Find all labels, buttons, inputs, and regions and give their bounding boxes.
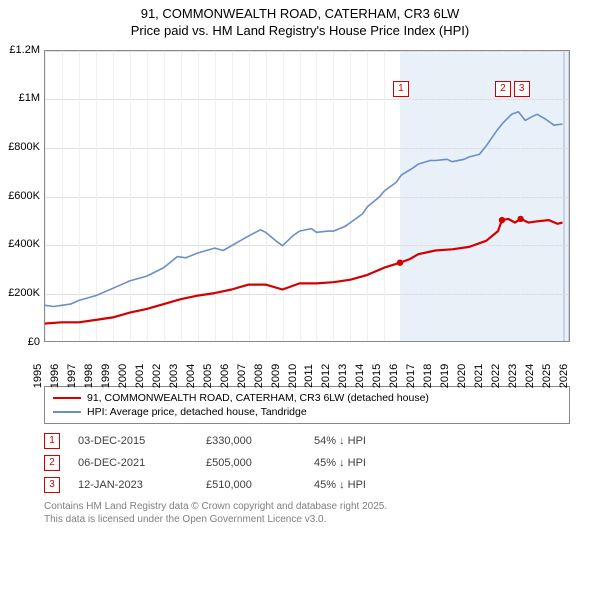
legend-row: 91, COMMONWEALTH ROAD, CATERHAM, CR3 6LW…	[53, 391, 561, 405]
x-tick-label: 2013	[337, 364, 349, 388]
chart-title: 91, COMMONWEALTH ROAD, CATERHAM, CR3 6LW…	[0, 0, 600, 42]
y-tick-label: £1M	[19, 92, 40, 104]
sales-date: 03-DEC-2015	[78, 435, 188, 447]
x-tick-label: 2022	[490, 364, 502, 388]
x-tick-label: 2001	[134, 364, 146, 388]
legend-swatch	[53, 397, 81, 399]
chart-marker: 3	[514, 81, 530, 97]
x-tick-label: 1995	[32, 364, 44, 388]
legend: 91, COMMONWEALTH ROAD, CATERHAM, CR3 6LW…	[44, 386, 570, 424]
sales-row: 2 06-DEC-2021 £505,000 45% ↓ HPI	[44, 452, 570, 474]
x-tick-label: 2026	[558, 364, 570, 388]
sales-marker: 3	[44, 477, 60, 493]
title-line-1: 91, COMMONWEALTH ROAD, CATERHAM, CR3 6LW	[10, 6, 590, 23]
sales-price: £505,000	[206, 457, 296, 469]
x-tick-label: 2024	[524, 364, 536, 388]
sales-row: 1 03-DEC-2015 £330,000 54% ↓ HPI	[44, 430, 570, 452]
sales-price: £330,000	[206, 435, 296, 447]
x-tick-label: 1999	[100, 364, 112, 388]
chart-area: £0 £200K £400K £600K £800K £1M £1.2M 1 23 19951…	[0, 42, 600, 382]
sales-diff: 54% ↓ HPI	[314, 435, 570, 447]
x-tick-label: 2009	[270, 364, 282, 388]
x-tick-label: 1998	[83, 364, 95, 388]
y-axis: £0£200K£400K£600K£800K£1M£1.2M	[0, 42, 44, 342]
sales-table: 1 03-DEC-2015 £330,000 54% ↓ HPI 2 06-DEC-202…	[44, 430, 570, 496]
x-tick-label: 2005	[202, 364, 214, 388]
footer-line-1: Contains HM Land Registry data © Crown c…	[44, 500, 570, 513]
page-root: 91, COMMONWEALTH ROAD, CATERHAM, CR3 6LW…	[0, 0, 600, 526]
legend-label: 91, COMMONWEALTH ROAD, CATERHAM, CR3 6LW…	[87, 392, 429, 404]
sales-row: 3 12-JAN-2023 £510,000 45% ↓ HPI	[44, 474, 570, 496]
title-line-2: Price paid vs. HM Land Registry's House …	[10, 23, 590, 40]
sale-point	[517, 215, 523, 221]
x-tick-label: 2006	[219, 364, 231, 388]
x-tick-label: 2011	[303, 364, 315, 388]
sales-date: 06-DEC-2021	[78, 457, 188, 469]
sales-price: £510,000	[206, 479, 296, 491]
y-tick-label: £0	[28, 336, 40, 348]
x-tick-label: 2016	[388, 364, 400, 388]
sales-marker: 2	[44, 455, 60, 471]
sale-point	[397, 259, 403, 265]
y-tick-label: £600K	[8, 190, 40, 202]
y-tick-label: £200K	[8, 287, 40, 299]
x-tick-label: 2008	[253, 364, 265, 388]
legend-swatch	[53, 411, 81, 413]
chart-marker: 2	[495, 81, 511, 97]
x-tick-label: 1997	[66, 364, 78, 388]
series-hpi	[45, 112, 563, 307]
x-tick-label: 2021	[473, 364, 485, 388]
series-price_paid	[45, 219, 563, 324]
x-tick-label: 2015	[371, 364, 383, 388]
legend-label: HPI: Average price, detached house, Tand…	[87, 406, 307, 418]
footer: Contains HM Land Registry data © Crown c…	[44, 500, 570, 526]
x-tick-label: 2014	[354, 364, 366, 388]
y-tick-label: £800K	[8, 141, 40, 153]
x-tick-label: 2004	[185, 364, 197, 388]
sales-marker: 1	[44, 433, 60, 449]
x-axis: 1995199619971998199920002001200220032004…	[44, 342, 570, 382]
y-tick-label: £400K	[8, 238, 40, 250]
x-tick-label: 2025	[541, 364, 553, 388]
x-tick-label: 2020	[456, 364, 468, 388]
sales-diff: 45% ↓ HPI	[314, 479, 570, 491]
x-tick-label: 2003	[168, 364, 180, 388]
footer-line-2: This data is licensed under the Open Gov…	[44, 513, 570, 526]
legend-row: HPI: Average price, detached house, Tand…	[53, 405, 561, 419]
x-tick-label: 2000	[117, 364, 129, 388]
x-tick-label: 2017	[405, 364, 417, 388]
y-tick-label: £1.2M	[9, 44, 40, 56]
chart-marker: 1	[393, 81, 409, 97]
x-tick-label: 2023	[507, 364, 519, 388]
sales-date: 12-JAN-2023	[78, 479, 188, 491]
x-tick-label: 2012	[320, 364, 332, 388]
x-tick-label: 2010	[287, 364, 299, 388]
sale-point	[499, 217, 505, 223]
sales-diff: 45% ↓ HPI	[314, 457, 570, 469]
x-tick-label: 2007	[236, 364, 248, 388]
x-tick-label: 2018	[422, 364, 434, 388]
x-tick-label: 2019	[439, 364, 451, 388]
plot-area: 1 23	[44, 50, 570, 342]
x-tick-label: 1996	[49, 364, 61, 388]
x-tick-label: 2002	[151, 364, 163, 388]
chart-svg	[45, 51, 570, 342]
